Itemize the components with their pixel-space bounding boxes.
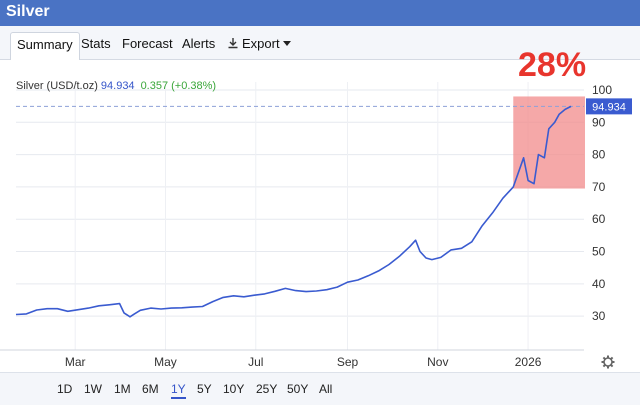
tab-alerts[interactable]: Alerts [182,36,216,51]
x-tick-label: Sep [337,355,359,369]
last-price-tag-label: 94.934 [592,101,626,113]
range-1m[interactable]: 1M [114,382,131,396]
range-1d[interactable]: 1D [57,382,73,396]
range-selector: 1D 1W 1M 6M 1Y 5Y 10Y 25Y 50Y All [0,372,640,405]
x-tick-label: Nov [427,355,448,369]
window-title: Silver [6,3,50,20]
percent-annotation: 28% [518,46,587,84]
highlight-box [513,96,585,189]
y-tick-label: 80 [592,148,606,162]
tab-forecast[interactable]: Forecast [122,36,173,51]
y-tick-label: 30 [592,309,606,323]
price-chart: 30 40 50 60 70 80 90 100 Mar May Jul Sep Nov 2026 94.9… [0,82,632,369]
export-menu-button[interactable]: Export [221,32,297,60]
tab-summary[interactable]: Summary [10,32,80,60]
chart-area: 30 40 50 60 70 80 90 100 Mar May Jul Sep Nov 2026 94.9… [0,46,640,372]
last-price-tag [586,98,632,115]
legend-change: 0.357 (+0.38%) [140,80,217,92]
window-titlebar: Silver [0,0,640,26]
y-tick-label: 90 [592,115,606,129]
x-tick-label: Mar [65,355,86,369]
y-tick-label: 100 [592,83,612,97]
range-25y[interactable]: 25Y [256,382,278,396]
x-tick-label: 2026 [515,355,542,369]
x-tick-label: Jul [248,355,263,369]
range-1y[interactable]: 1Y [171,382,186,399]
x-tick-label: May [154,355,177,369]
tab-stats[interactable]: Stats [81,36,111,51]
y-tick-label: 70 [592,180,606,194]
range-6m[interactable]: 6M [142,382,159,396]
range-all[interactable]: All [319,382,333,396]
export-label: Export [242,36,280,51]
chart-legend: Silver (USD/t.oz) 94.934 0.357 (+0.38%) [16,80,216,92]
download-icon [228,38,238,49]
legend-price: 94.934 [100,80,135,92]
range-50y[interactable]: 50Y [287,382,309,396]
gear-icon[interactable] [601,355,615,369]
range-10y[interactable]: 10Y [223,382,245,396]
range-1w[interactable]: 1W [84,382,102,396]
legend-series-name: Silver (USD/t.oz) [16,80,98,92]
price-series-line [15,105,572,318]
range-5y[interactable]: 5Y [197,382,212,396]
tab-bar: Summary Stats Forecast Alerts Export [0,26,640,60]
y-tick-label: 40 [592,277,606,291]
y-tick-label: 50 [592,245,606,259]
y-tick-label: 60 [592,212,606,226]
chevron-down-icon [282,41,291,46]
